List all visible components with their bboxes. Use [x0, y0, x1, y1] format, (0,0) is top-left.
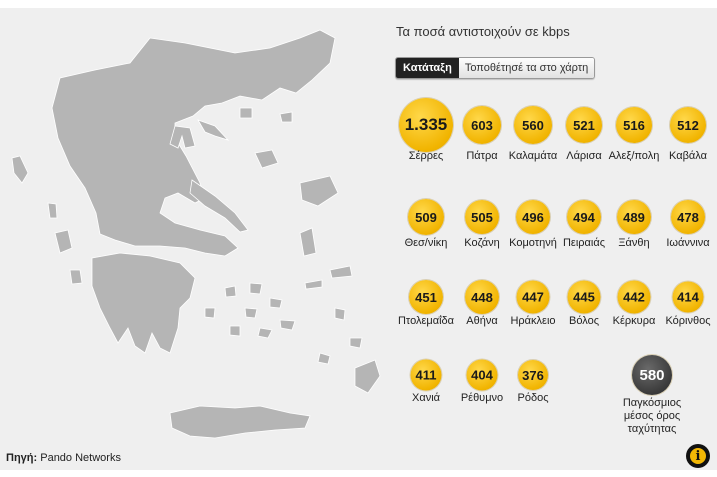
city-bubble[interactable]: 603: [463, 106, 501, 144]
city-bubble[interactable]: 442: [617, 280, 651, 314]
page-title: Τα ποσά αντιστοιχούν σε kbps: [396, 24, 570, 39]
city-label: Ρέθυμνο: [460, 392, 504, 404]
city-bubble[interactable]: 404: [466, 359, 498, 391]
info-glyph: i: [690, 448, 706, 464]
city-label: Χανιά: [412, 392, 440, 404]
greece-map-graphic: [11, 29, 381, 439]
city-bubble[interactable]: 448: [465, 280, 499, 314]
city-bubble[interactable]: 516: [616, 107, 652, 143]
city-label: Ιωάννινα: [666, 237, 710, 249]
view-tabs: Κατάταξη Τοποθέτησέ τα στο χάρτη: [395, 57, 596, 79]
city-label: Αλεξ/πολη: [608, 150, 660, 162]
city-bubble[interactable]: 505: [465, 200, 499, 234]
city-label: Αθήνα: [466, 315, 498, 327]
city-label: Πειραιάς: [562, 237, 606, 249]
source-prefix: Πηγή:: [6, 452, 38, 464]
city-bubble[interactable]: 509: [408, 199, 444, 235]
global-average-label: Παγκόσμιος μέσος όρος ταχύτητας: [622, 397, 682, 435]
city-bubble[interactable]: 478: [671, 200, 705, 234]
city-bubble[interactable]: 414: [672, 281, 704, 313]
city-bubble[interactable]: 376: [518, 360, 548, 390]
city-label: Καβάλα: [669, 150, 707, 162]
city-label: Λάρισα: [566, 150, 602, 162]
city-bubble[interactable]: 1.335: [399, 98, 453, 152]
tab-place-on-map[interactable]: Τοποθέτησέ τα στο χάρτη: [458, 58, 595, 78]
city-bubble[interactable]: 447: [516, 280, 550, 314]
city-label: Ρόδος: [517, 392, 549, 404]
city-label: Πάτρα: [466, 150, 498, 162]
city-bubble[interactable]: 560: [514, 106, 552, 144]
city-label: Σέρρες: [408, 150, 444, 162]
tab-ranking[interactable]: Κατάταξη: [396, 58, 459, 78]
global-average-bubble[interactable]: 580: [632, 355, 672, 395]
city-label: Θεσ/νίκη: [404, 237, 448, 249]
city-label: Καλαμάτα: [508, 150, 558, 162]
source-credit: Πηγή: Pando Networks: [6, 452, 121, 464]
city-label: Κέρκυρα: [612, 315, 656, 327]
greece-map: [0, 8, 390, 448]
info-icon[interactable]: i: [686, 444, 710, 468]
city-label: Ηράκλειο: [510, 315, 556, 327]
city-label: Κόρινθος: [665, 315, 711, 327]
city-bubble[interactable]: 451: [409, 280, 443, 314]
city-label: Πτολεμαΐδα: [397, 315, 455, 327]
city-label: Κομοτηνή: [509, 237, 557, 249]
source-name: Pando Networks: [40, 452, 121, 464]
city-bubble[interactable]: 411: [410, 359, 442, 391]
city-bubble[interactable]: 521: [566, 107, 602, 143]
city-bubble[interactable]: 512: [670, 107, 706, 143]
city-label: Κοζάνη: [464, 237, 500, 249]
city-bubble[interactable]: 489: [617, 200, 651, 234]
city-bubble[interactable]: 496: [516, 200, 550, 234]
city-label: Ξάνθη: [618, 237, 650, 249]
city-bubble[interactable]: 445: [567, 280, 601, 314]
city-bubble[interactable]: 494: [567, 200, 601, 234]
city-label: Βόλος: [569, 315, 599, 327]
